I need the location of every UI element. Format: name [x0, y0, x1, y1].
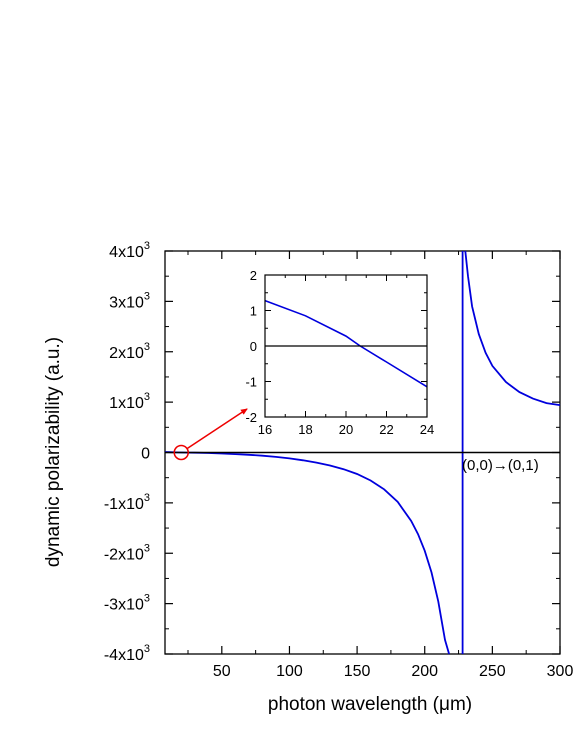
- y-tick-label: 3x103: [109, 290, 150, 311]
- y-tick-label: -2x103: [104, 542, 150, 563]
- inset-y-tick-label: 0: [250, 339, 257, 354]
- inset-y-tick-label: -1: [245, 375, 257, 390]
- x-tick-label: 100: [276, 663, 303, 680]
- x-axis-label: photon wavelength (μm): [268, 694, 472, 715]
- inset-x-tick-label: 22: [379, 422, 393, 437]
- y-tick-labels: 4x103 3x103 2x103 1x103 0 -1x103 -2x103 -3x103 -…: [104, 240, 150, 664]
- inset-x-tick-label: 16: [258, 422, 272, 437]
- inset-series-line-0: [264, 299, 428, 388]
- inset-ticks: [264, 274, 428, 418]
- y-axis-label: dynamic polarizability (a.u.): [43, 337, 64, 567]
- y-tick-label: 4x103: [109, 240, 150, 261]
- inset-y-tick-label: 2: [250, 268, 257, 283]
- inset-tick-labels: 16 18 20 22 24 2 1 0 -1 -2: [245, 268, 434, 437]
- inset-series: [264, 299, 428, 388]
- x-tick-label: 50: [213, 663, 231, 680]
- x-tick-label: 300: [547, 663, 574, 680]
- x-tick-label: 150: [344, 663, 371, 680]
- y-tick-label: 1x103: [109, 391, 150, 412]
- main-ticks: [165, 250, 561, 655]
- highlight-circle: [173, 444, 189, 461]
- y-tick-label: 0: [141, 446, 150, 463]
- x-tick-label: 200: [411, 663, 438, 680]
- x-tick-label: 250: [479, 663, 506, 680]
- y-tick-label: -3x103: [104, 593, 150, 614]
- series-line-0: [164, 451, 450, 655]
- y-tick-label: -4x103: [104, 643, 150, 664]
- inset-x-tick-label: 20: [339, 422, 353, 437]
- y-tick-label: -1x103: [104, 492, 150, 513]
- transition-annotation: (0,0)→(0,1): [462, 457, 539, 474]
- highlight-arrow: [186, 408, 248, 450]
- inset-y-tick-label: 1: [250, 304, 257, 319]
- inset-y-tick-label: -2: [245, 410, 257, 425]
- series-line-2: [464, 250, 561, 406]
- y-tick-label: 2x103: [109, 341, 150, 362]
- x-tick-labels: 50 100 150 200 250 300: [213, 663, 574, 680]
- inset-x-tick-label: 18: [298, 422, 312, 437]
- inset-x-tick-label: 24: [420, 422, 434, 437]
- transition-annotation-text: (0,0)→(0,1): [462, 457, 539, 474]
